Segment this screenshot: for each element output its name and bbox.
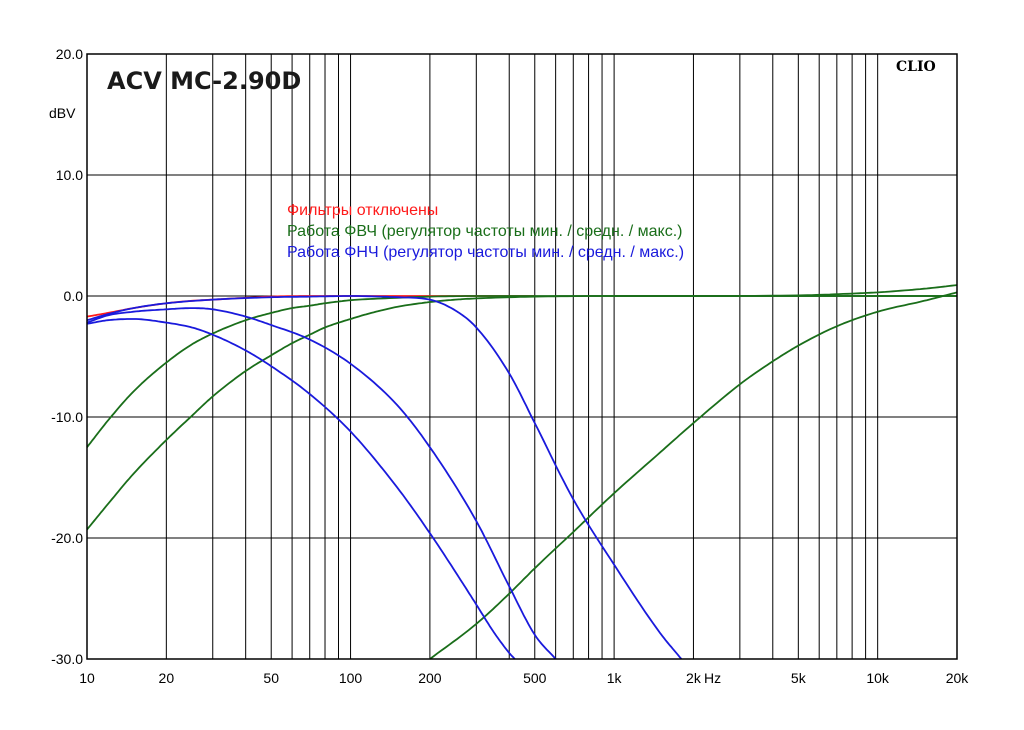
x-tick-label: 1k [607, 670, 623, 686]
series-line-6 [86, 318, 516, 660]
y-tick-label: 0.0 [64, 288, 84, 304]
x-tick-label: 20 [159, 670, 175, 686]
y-tick-label: -20.0 [51, 530, 83, 546]
y-tick-label: -30.0 [51, 651, 83, 667]
series-line-3 [86, 295, 957, 531]
legend-entry-highpass: Работа ФВЧ (регулятор частоты мин. / сре… [287, 223, 682, 240]
x-tick-label: 200 [418, 670, 442, 686]
legend-entry-bypass: Фильтры отключены [287, 202, 438, 219]
y-tick-label: 10.0 [56, 167, 83, 183]
series-line-7 [86, 307, 557, 660]
y-axis-unit: dBV [49, 105, 76, 121]
clio-brand: CLIO [896, 59, 936, 75]
series-line-8 [86, 295, 683, 660]
x-tick-label: 20k [946, 670, 970, 686]
plot-area [87, 54, 957, 659]
y-tick-label: 20.0 [56, 46, 83, 62]
x-tick-label: 100 [339, 670, 363, 686]
legend: Фильтры отключены Работа ФВЧ (регулятор … [287, 202, 684, 261]
chart-title: ACV MC-2.90D [107, 67, 301, 95]
x-tick-label: 5k [791, 670, 807, 686]
x-tick-label: 10 [79, 670, 95, 686]
x-tick-label: 2k [686, 670, 702, 686]
x-tick-label: 500 [523, 670, 547, 686]
series-line-5 [614, 284, 958, 297]
series-line-4 [429, 291, 958, 660]
x-axis-unit: Hz [704, 670, 721, 686]
y-tick-label: -10.0 [51, 409, 83, 425]
x-tick-label: 10k [866, 670, 890, 686]
legend-entry-lowpass: Работа ФНЧ (регулятор частоты мин. / сре… [287, 244, 684, 261]
plot-border [86, 53, 958, 660]
x-tick-label: 50 [263, 670, 279, 686]
